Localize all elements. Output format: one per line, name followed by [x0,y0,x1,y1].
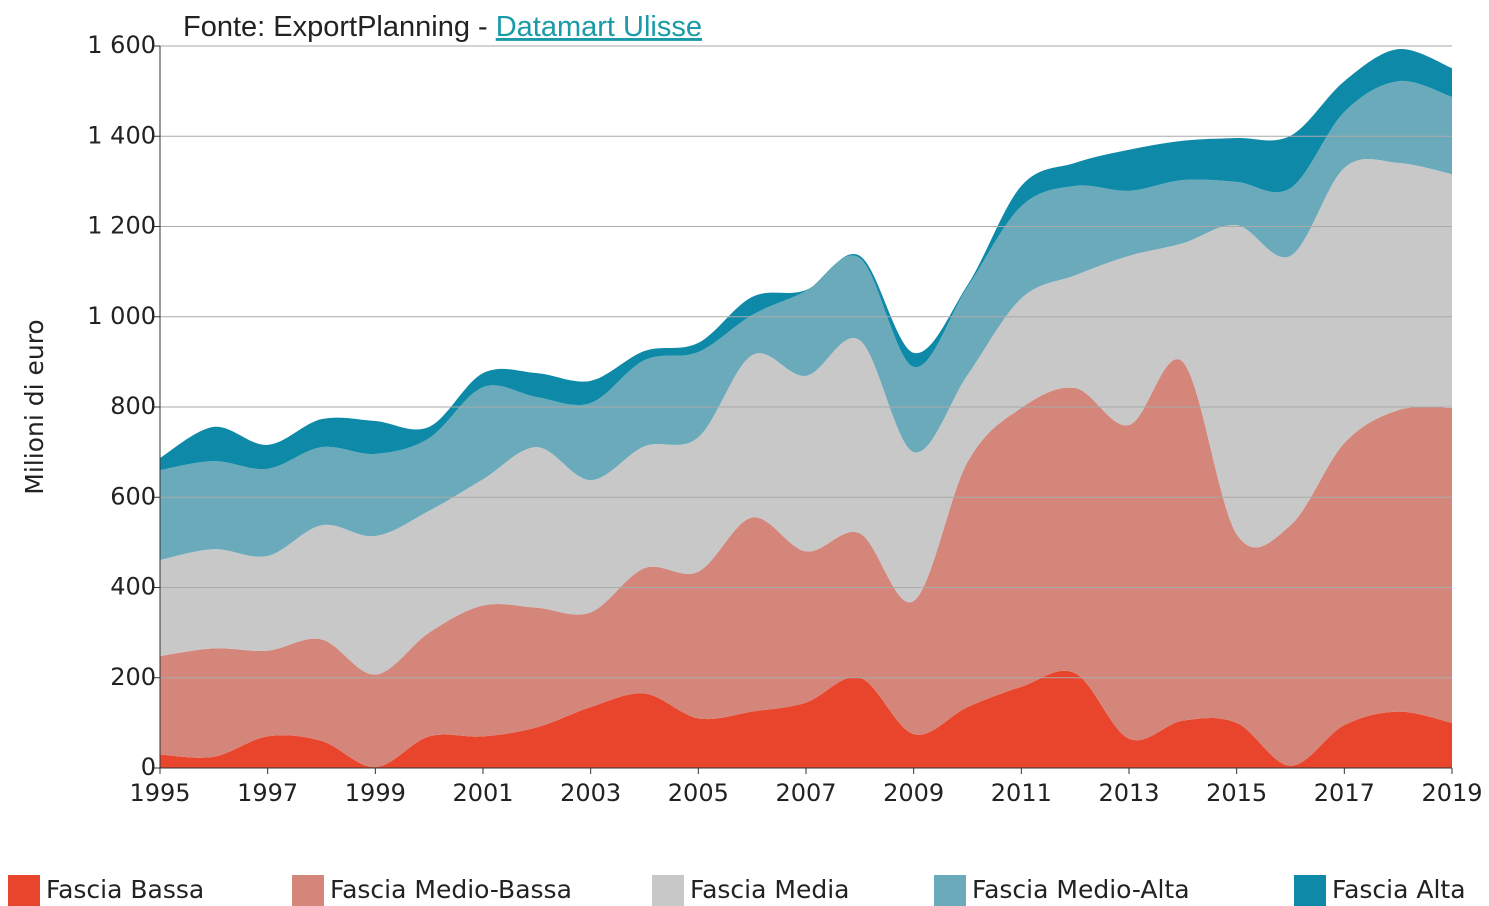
legend-label: Fascia Medio-Bassa [330,875,572,904]
legend-swatch [1294,875,1326,906]
y-tick-label: 1 200 [87,212,156,240]
legend-swatch [652,875,684,906]
area [160,359,1452,768]
y-tick-label: 1 600 [87,31,156,59]
x-tick-label: 2011 [991,779,1052,807]
x-tick-label: 2013 [1098,779,1159,807]
y-tick-label: 800 [110,392,156,420]
source: Fonte: ExportPlanning - Datamart Ulisse [183,11,702,43]
area [160,670,1452,768]
area [160,48,1452,471]
area [160,80,1452,560]
legend-swatch [934,875,966,906]
y-tick-label: 1 400 [87,121,156,149]
legend-label: Fascia Bassa [46,875,204,904]
x-tick-label: 2019 [1421,779,1482,807]
grid: 0 200 400 600 800 1 000 1 200 1 400 1 600 1995 199… [87,31,1482,807]
y-tick-label: 600 [110,482,156,510]
legend-label: Fascia Alta [1332,875,1466,904]
y-axis-label: Milioni di euro [20,319,49,494]
legend-label: Fascia Media [690,875,849,904]
legend-label: Fascia Medio-Alta [972,875,1190,904]
x-tick-label: 2017 [1314,779,1375,807]
y-tick-label: 200 [110,663,156,691]
x-tick-label: 2003 [560,779,621,807]
y-tick-label: 1 000 [87,302,156,330]
x-tick-label: 2015 [1206,779,1267,807]
source-link[interactable]: Datamart Ulisse [496,11,702,43]
y-tick-label: 400 [110,573,156,601]
legend-swatch [8,875,40,906]
x-tick-label: 1999 [345,779,406,807]
y-tick-label: 0 [141,753,156,781]
area [160,159,1452,675]
x-tick-label: 2007 [775,779,836,807]
legend-swatch [292,875,324,906]
x-tick-label: 2009 [883,779,944,807]
x-tick-label: 2005 [668,779,729,807]
x-tick-label: 2001 [452,779,513,807]
x-tick-label: 1995 [129,779,190,807]
x-tick-label: 1997 [237,779,298,807]
areas [160,48,1452,768]
source-text: Fonte: ExportPlanning - [183,11,496,43]
